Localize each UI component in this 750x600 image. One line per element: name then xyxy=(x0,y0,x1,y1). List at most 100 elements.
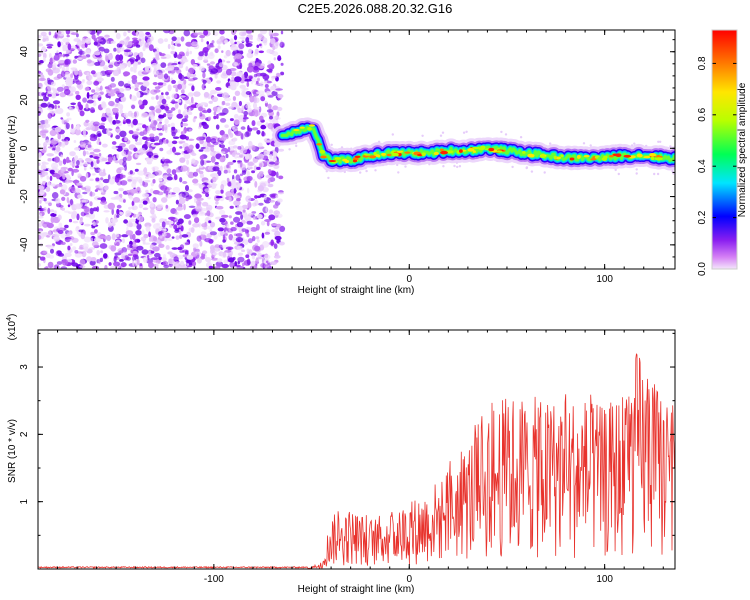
noise-cell xyxy=(276,171,279,178)
noise-cell xyxy=(245,154,250,160)
noise-cell xyxy=(258,43,262,47)
noise-cell xyxy=(120,262,127,268)
noise-cell xyxy=(85,157,91,162)
noise-cell xyxy=(180,123,189,127)
noise-cell xyxy=(64,252,72,258)
signal-peak xyxy=(576,154,581,159)
noise-cell xyxy=(635,168,638,171)
noise-cell xyxy=(155,262,159,269)
noise-cell xyxy=(239,160,243,168)
noise-cell xyxy=(168,216,176,220)
noise-cell xyxy=(145,137,151,142)
noise-cell xyxy=(175,167,182,173)
colorbar-border xyxy=(711,29,738,270)
noise-cell xyxy=(186,72,191,78)
noise-cell xyxy=(192,117,196,123)
noise-cell xyxy=(151,96,155,100)
noise-cell xyxy=(131,222,138,227)
noise-cell xyxy=(251,127,259,131)
noise-cell xyxy=(57,214,62,221)
noise-cell xyxy=(136,91,141,98)
noise-cell xyxy=(53,236,61,242)
noise-cell xyxy=(188,220,192,225)
noise-cell xyxy=(39,256,46,261)
noise-cell xyxy=(116,153,119,159)
noise-cell xyxy=(391,133,394,136)
noise-cell xyxy=(90,237,94,243)
noise-cell xyxy=(82,150,86,157)
noise-cell xyxy=(93,237,102,243)
noise-cell xyxy=(249,37,253,40)
noise-cell xyxy=(295,144,298,148)
noise-cell xyxy=(111,208,114,215)
noise-cell xyxy=(71,186,75,192)
noise-cell xyxy=(238,43,245,50)
noise-cell xyxy=(256,214,263,219)
noise-cell xyxy=(221,50,224,53)
noise-cell xyxy=(79,259,86,266)
snr-xtick-label: 0 xyxy=(406,574,412,585)
noise-cell xyxy=(161,197,168,203)
noise-cell xyxy=(50,213,57,217)
noise-cell xyxy=(275,194,279,199)
noise-cell xyxy=(94,229,98,234)
noise-cell xyxy=(42,251,48,254)
colorbar-label: Normalized spectral amplitude xyxy=(737,82,748,217)
noise-cell xyxy=(530,170,534,173)
noise-cell xyxy=(199,240,203,247)
noise-cell xyxy=(236,198,241,202)
noise-cell xyxy=(657,140,660,143)
noise-cell xyxy=(229,262,236,268)
noise-cell xyxy=(180,225,184,232)
noise-cell xyxy=(48,31,52,36)
noise-cell xyxy=(276,106,283,112)
noise-cell xyxy=(57,133,61,140)
noise-cell xyxy=(75,80,82,85)
noise-cell xyxy=(61,118,65,125)
signal-peak xyxy=(352,159,358,163)
noise-cell xyxy=(187,111,193,115)
noise-cell xyxy=(237,256,245,263)
noise-cell xyxy=(82,191,88,195)
noise-cell xyxy=(138,203,144,209)
noise-cell xyxy=(163,165,169,170)
noise-cell xyxy=(149,114,155,120)
noise-cell xyxy=(50,139,57,146)
noise-cell xyxy=(76,160,80,166)
noise-cell xyxy=(199,173,204,177)
noise-cell xyxy=(231,126,235,130)
noise-cell xyxy=(659,140,662,143)
noise-cell xyxy=(38,185,45,191)
noise-cell xyxy=(135,150,142,154)
signal-peak xyxy=(433,151,440,156)
signal-peak xyxy=(522,150,526,154)
noise-cell xyxy=(219,130,225,136)
noise-cell xyxy=(245,91,252,95)
noise-cell xyxy=(216,114,219,119)
noise-cell xyxy=(267,60,272,66)
noise-cell xyxy=(54,104,57,110)
snr-series-line xyxy=(38,353,675,569)
noise-cell xyxy=(88,212,96,220)
noise-cell xyxy=(39,60,44,64)
noise-cell xyxy=(259,115,264,121)
noise-cell xyxy=(77,194,83,199)
noise-cell xyxy=(62,38,70,43)
chart-title: C2E5.2026.088.20.32.G16 xyxy=(297,1,453,16)
noise-cell xyxy=(98,125,106,130)
noise-cell xyxy=(202,123,209,129)
noise-cell xyxy=(143,256,148,263)
noise-cell xyxy=(148,44,154,52)
noise-cell xyxy=(271,51,279,56)
noise-cell xyxy=(215,190,221,195)
noise-cell xyxy=(49,53,52,59)
noise-cell xyxy=(280,71,285,76)
noise-cell xyxy=(134,81,140,89)
noise-cell xyxy=(52,63,57,68)
noise-cell xyxy=(108,262,112,266)
noise-cell xyxy=(62,48,66,52)
noise-cell xyxy=(235,233,243,237)
noise-cell xyxy=(91,34,96,40)
noise-cell xyxy=(192,213,198,218)
noise-cell xyxy=(177,99,182,103)
